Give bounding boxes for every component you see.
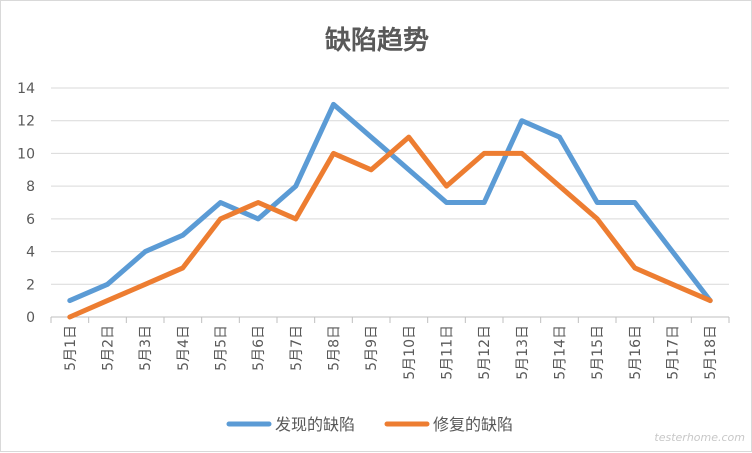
x-tick-label: 5月11日 xyxy=(440,325,456,380)
x-tick-label: 5月14日 xyxy=(553,325,569,380)
x-tick-label: 5月18日 xyxy=(703,325,719,380)
x-tick-label: 5月8日 xyxy=(327,325,343,371)
y-tick-label: 8 xyxy=(26,179,35,195)
x-tick-label: 5月1日 xyxy=(63,325,79,371)
x-tick-label: 5月12日 xyxy=(477,325,493,380)
y-tick-label: 0 xyxy=(26,310,35,326)
y-tick-label: 6 xyxy=(26,212,35,228)
series-lines xyxy=(67,101,713,320)
x-axis: 5月1日 5月2日 5月3日 5月4日 5月5日 5月6日 5月7日 5月8日 5月9日 5月10… xyxy=(50,316,730,380)
y-tick-label: 12 xyxy=(17,114,35,130)
y-tick-label: 2 xyxy=(26,277,35,293)
series-line-2 xyxy=(67,134,713,320)
y-axis: 0 2 4 6 8 10 12 14 xyxy=(17,81,35,326)
x-tick-label: 5月5日 xyxy=(214,325,230,371)
x-tick-label: 5月15日 xyxy=(590,325,606,380)
x-tick-label: 5月2日 xyxy=(101,325,117,371)
legend: 发现的缺陷 修复的缺陷 xyxy=(226,415,513,434)
x-tick-label: 5月9日 xyxy=(364,325,380,371)
y-tick-label: 10 xyxy=(17,146,35,162)
x-tick-label: 5月17日 xyxy=(666,325,682,380)
watermark-text: testerhome.com xyxy=(654,431,745,444)
y-tick-label: 14 xyxy=(17,81,35,97)
chart-title: 缺陷趋势 xyxy=(325,26,429,56)
x-tick-label: 5月3日 xyxy=(138,325,154,371)
x-tick-label: 5月13日 xyxy=(515,325,531,380)
series-line-1 xyxy=(67,101,713,304)
legend-label-2: 修复的缺陷 xyxy=(433,415,513,434)
x-tick-label: 5月16日 xyxy=(628,325,644,380)
y-tick-label: 4 xyxy=(26,245,35,261)
x-tick-label: 5月10日 xyxy=(402,325,418,380)
legend-label-1: 发现的缺陷 xyxy=(275,415,355,434)
x-tick-label: 5月6日 xyxy=(251,325,267,371)
x-tick-label: 5月7日 xyxy=(289,325,305,371)
x-tick-label: 5月4日 xyxy=(176,325,192,371)
